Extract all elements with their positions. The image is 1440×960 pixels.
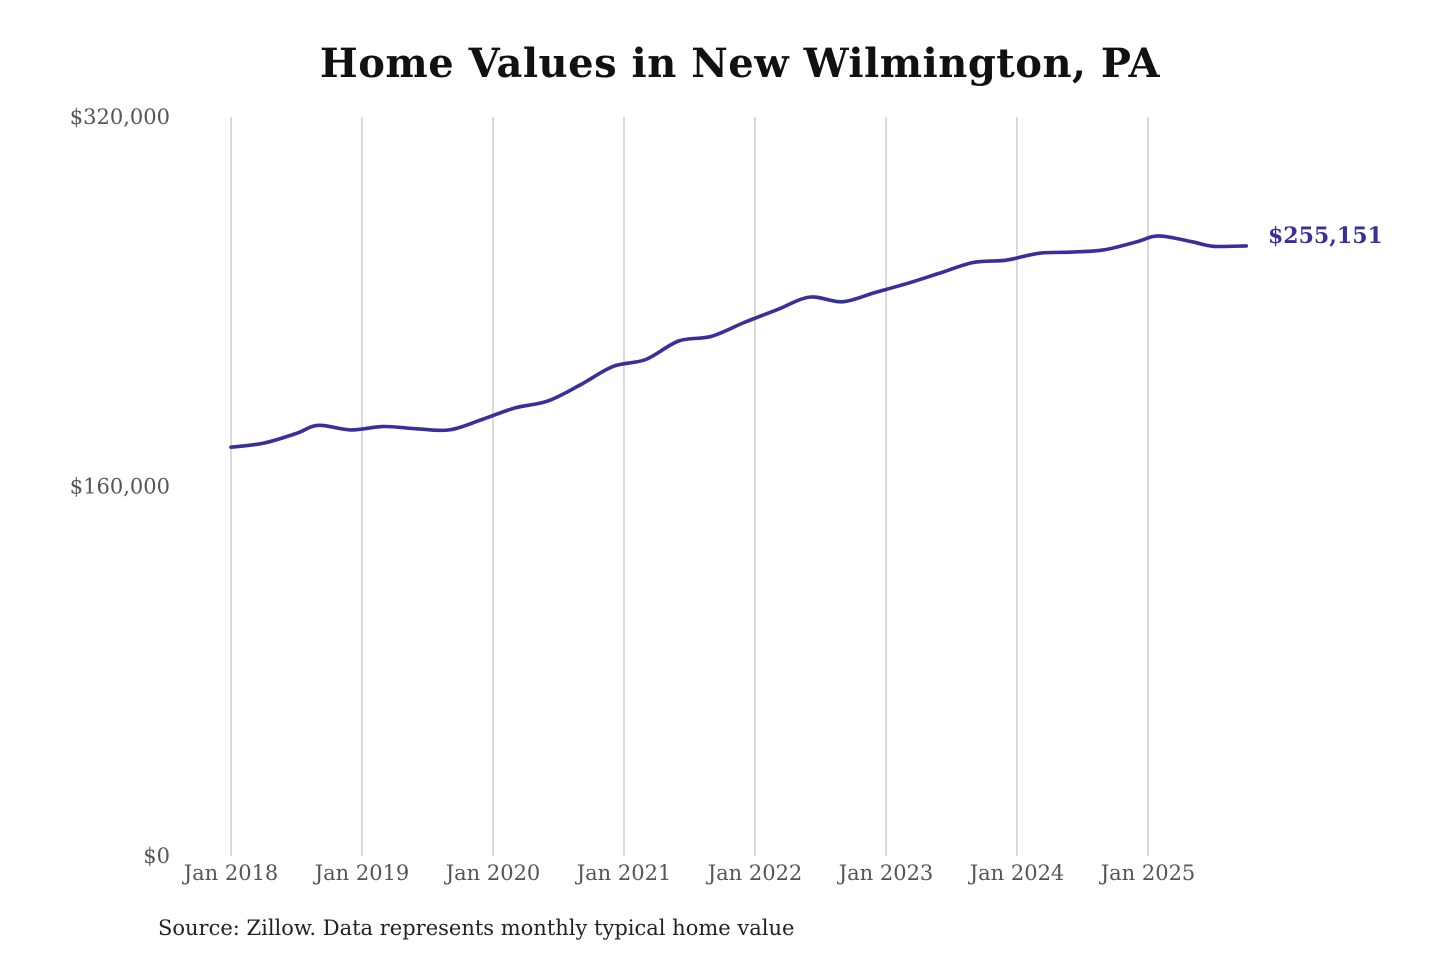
y-tick-label: $0 <box>143 844 170 868</box>
end-value-label: $255,151 <box>1268 223 1383 249</box>
x-tick-label: Jan 2018 <box>182 861 279 885</box>
gridlines <box>230 117 1149 856</box>
chart-title: Home Values in New Wilmington, PA <box>319 40 1161 87</box>
y-tick-label: $160,000 <box>70 475 170 499</box>
x-tick-label: Jan 2021 <box>575 861 672 885</box>
x-axis: Jan 2018 Jan 2019 Jan 2020 Jan 2021 Jan 2022… <box>182 861 1196 885</box>
source-note: Source: Zillow. Data represents monthly … <box>158 916 795 940</box>
x-tick-label: Jan 2020 <box>444 861 541 885</box>
x-tick-label: Jan 2022 <box>706 861 803 885</box>
x-tick-label: Jan 2019 <box>313 861 410 885</box>
x-tick-label: Jan 2024 <box>968 861 1065 885</box>
x-tick-label: Jan 2025 <box>1099 861 1196 885</box>
series-line <box>229 234 1249 449</box>
series-layer: $255,151 <box>229 223 1383 449</box>
y-axis: $0 $160,000 $320,000 <box>70 105 170 868</box>
x-tick-label: Jan 2023 <box>837 861 934 885</box>
y-tick-label: $320,000 <box>70 105 170 129</box>
